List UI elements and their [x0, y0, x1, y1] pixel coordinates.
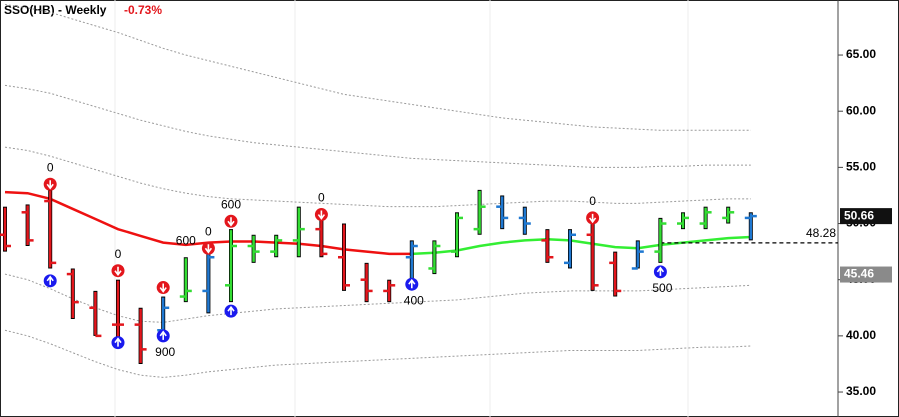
change: -0.73%	[124, 3, 162, 17]
price-tag	[840, 208, 892, 225]
buy-arrow	[656, 266, 665, 276]
chart-title: SSO(HB) - Weekly	[4, 3, 107, 17]
price-tag-label: 45.46	[844, 267, 874, 281]
signal-label: 600	[221, 197, 241, 211]
y-tick-label: 55.00	[846, 160, 876, 174]
y-tick-label: 60.00	[846, 103, 876, 117]
signal-label: 0	[115, 247, 122, 261]
signal-label: 500	[652, 281, 672, 295]
envelope-line	[4, 3, 751, 131]
buy-arrow	[227, 305, 235, 316]
sell-arrow	[204, 244, 213, 254]
buy-arrow	[114, 337, 122, 347]
signal-label: 400	[404, 293, 424, 307]
buy-signal	[111, 336, 125, 350]
sell-signal	[586, 211, 600, 225]
sell-signal	[156, 281, 170, 295]
level-label: 48.28	[806, 226, 836, 240]
envelope-line	[4, 329, 751, 378]
signal-label: 0	[318, 191, 325, 205]
signal-label: 0	[47, 160, 54, 174]
price-tag-label: 50.66	[844, 208, 874, 222]
signal-label: 0	[589, 194, 596, 208]
sell-arrow	[114, 266, 122, 277]
sell-signal	[43, 177, 57, 191]
sell-arrow	[588, 213, 597, 224]
sell-arrow	[159, 283, 167, 293]
signal-label: 600	[176, 233, 196, 247]
buy-arrow	[159, 330, 167, 340]
y-tick-label: 35.00	[846, 384, 876, 398]
buy-signal	[405, 277, 419, 291]
buy-arrow	[408, 278, 416, 289]
envelope-line	[4, 273, 751, 323]
sell-signal	[314, 208, 328, 222]
sell-signal	[201, 241, 215, 255]
sell-arrow	[317, 210, 326, 220]
buy-signal	[43, 274, 57, 288]
sell-arrow	[227, 217, 235, 227]
signal-label: 900	[155, 345, 175, 359]
buy-arrow	[46, 275, 54, 285]
signal-label: 0	[205, 224, 212, 238]
price-tag	[840, 266, 892, 283]
buy-signal	[653, 265, 667, 279]
sell-signal	[111, 264, 125, 278]
buy-signal	[156, 329, 170, 343]
sell-arrow	[46, 180, 54, 190]
envelope-line	[4, 146, 751, 208]
average-line	[411, 235, 751, 256]
y-tick-label: 65.00	[846, 47, 876, 61]
sell-signal	[224, 214, 238, 228]
envelope-line	[4, 84, 751, 168]
buy-signal	[224, 304, 238, 318]
y-tick-label: 40.00	[846, 328, 876, 342]
